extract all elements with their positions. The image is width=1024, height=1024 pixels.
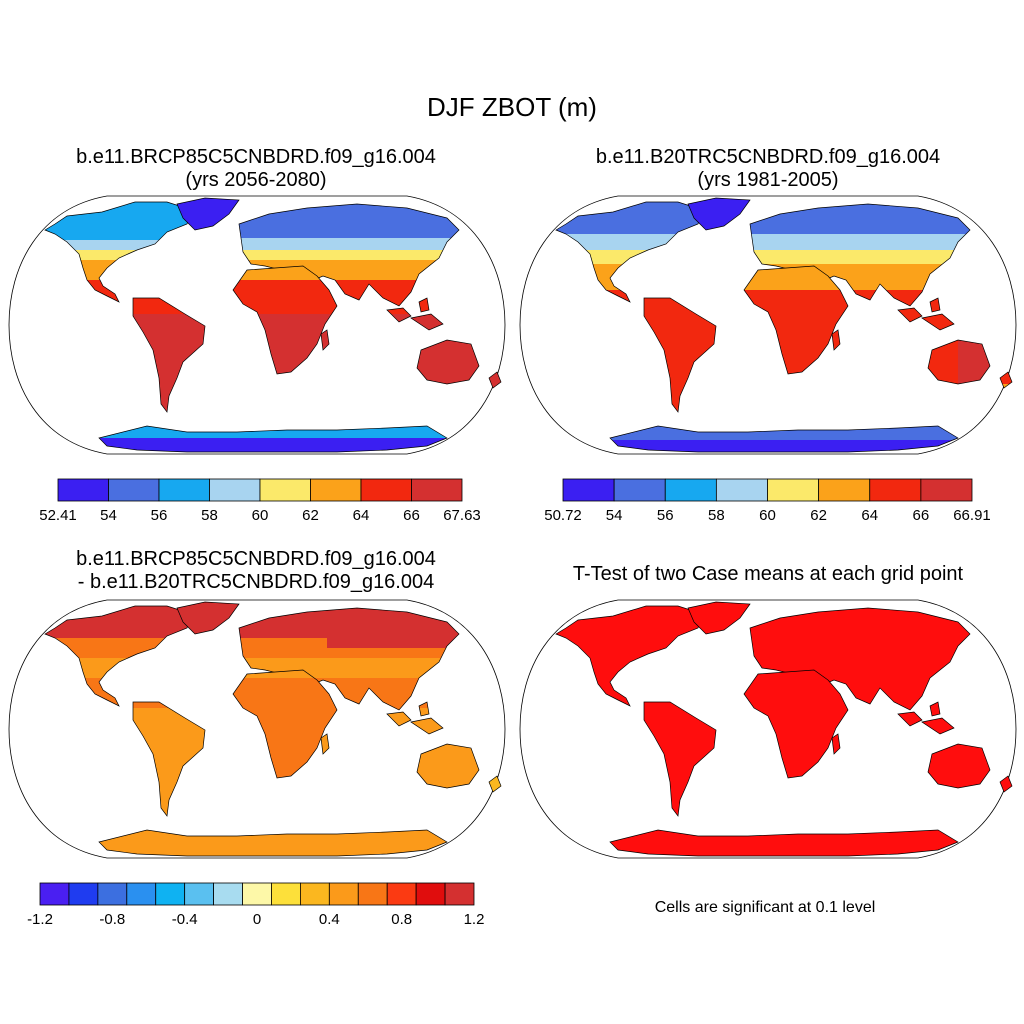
map-bottom-right bbox=[519, 599, 1017, 859]
colorbar-swatch bbox=[57, 478, 109, 502]
colorbar-label: 0.8 bbox=[391, 911, 412, 928]
colorbar-swatch bbox=[920, 478, 973, 502]
colorbar-swatch bbox=[715, 478, 768, 502]
significance-note: Cells are significant at 0.1 level bbox=[654, 899, 876, 916]
landmass-madagascar bbox=[321, 330, 329, 350]
panel-title-line1: b.e11.BRCP85C5CNBDRD.f09_g16.004 bbox=[76, 548, 436, 570]
map-top-right bbox=[519, 195, 1017, 455]
colorbar-swatch bbox=[444, 882, 475, 906]
colorbar-label: -1.2 bbox=[27, 911, 53, 928]
colorbar-swatch bbox=[664, 478, 717, 502]
colorbar-swatch bbox=[184, 882, 215, 906]
colorbar-swatch bbox=[328, 882, 359, 906]
colorbar-label: -0.4 bbox=[172, 911, 198, 928]
colorbar-swatch bbox=[97, 882, 128, 906]
colorbar-swatch bbox=[259, 478, 311, 502]
colorbar-swatch bbox=[126, 882, 157, 906]
colorbar-label: 52.41 bbox=[40, 507, 77, 524]
panel-title-line1: T-Test of two Case means at each grid po… bbox=[572, 563, 964, 585]
panel-title-line1: b.e11.BRCP85C5CNBDRD.f09_g16.004 bbox=[76, 146, 436, 168]
colorbar-swatch bbox=[213, 882, 243, 906]
colorbar-swatch bbox=[360, 478, 412, 502]
colorbar-swatch bbox=[767, 478, 820, 502]
colorbar-swatch bbox=[299, 882, 330, 906]
colorbar-label: 56 bbox=[151, 507, 168, 524]
panel-title-line2: (yrs 2056-2080) bbox=[185, 169, 327, 191]
panel-title-line2: (yrs 1981-2005) bbox=[697, 169, 839, 191]
colorbar-label: 66 bbox=[913, 507, 930, 524]
colorbar-swatch bbox=[357, 882, 388, 906]
colorbar-swatch bbox=[415, 882, 446, 906]
colorbar-swatch bbox=[242, 882, 272, 906]
map-top-left bbox=[8, 195, 506, 455]
colorbar-swatch bbox=[158, 478, 210, 502]
colorbar-swatch bbox=[386, 882, 417, 906]
colorbar-label: 0.4 bbox=[319, 911, 340, 928]
colorbar-label: 54 bbox=[100, 507, 117, 524]
colorbar-swatch bbox=[39, 882, 70, 906]
colorbar-swatch bbox=[411, 478, 463, 502]
colorbar-label: 66.91 bbox=[953, 507, 990, 524]
colorbar-label: 67.63 bbox=[443, 507, 480, 524]
colorbar-label: 1.2 bbox=[464, 911, 485, 928]
colorbar-label: 50.72 bbox=[545, 507, 582, 524]
colorbar-swatch bbox=[209, 478, 261, 502]
colorbar-swatch bbox=[562, 478, 615, 502]
colorbar-label: 56 bbox=[657, 507, 674, 524]
page-title: DJF ZBOT (m) bbox=[427, 92, 597, 122]
colorbar-top-right: 50.72 54 56 58 60 62 64 66 66.91 bbox=[545, 478, 990, 524]
colorbar-swatch bbox=[108, 478, 160, 502]
landmass-madagascar bbox=[321, 734, 329, 754]
colorbar-label: 60 bbox=[252, 507, 269, 524]
colorbar-swatch bbox=[155, 882, 186, 906]
colorbar-label: 62 bbox=[302, 507, 319, 524]
colorbar-swatch bbox=[869, 478, 922, 502]
colorbar-top-left: 52.41 54 56 58 60 62 64 66 67.63 bbox=[40, 478, 480, 524]
colorbar-label: 58 bbox=[201, 507, 218, 524]
colorbar-label: 58 bbox=[708, 507, 725, 524]
colorbar-label: 64 bbox=[861, 507, 878, 524]
colorbar-swatch bbox=[68, 882, 99, 906]
panel-title-top-right: b.e11.B20TRC5CNBDRD.f09_g16.004 (yrs 198… bbox=[528, 146, 1008, 192]
panel-title-bottom-right: T-Test of two Case means at each grid po… bbox=[518, 563, 1018, 586]
panel-title-line1: b.e11.B20TRC5CNBDRD.f09_g16.004 bbox=[595, 146, 941, 168]
landmass-madagascar bbox=[832, 734, 840, 754]
colorbar-swatch bbox=[818, 478, 871, 502]
colorbar-label: 62 bbox=[810, 507, 827, 524]
colorbar-swatch bbox=[310, 478, 362, 502]
colorbar-label: 64 bbox=[353, 507, 370, 524]
panel-title-top-left: b.e11.BRCP85C5CNBDRD.f09_g16.004 (yrs 20… bbox=[16, 146, 496, 192]
colorbar-label: 60 bbox=[759, 507, 776, 524]
colorbar-bottom-left: -1.2 -0.8 -0.4 0 0.4 0.8 1.2 bbox=[27, 882, 485, 928]
colorbar-swatch bbox=[271, 882, 301, 906]
map-bottom-left bbox=[8, 599, 506, 859]
panel-title-bottom-left: b.e11.BRCP85C5CNBDRD.f09_g16.004 - b.e11… bbox=[16, 548, 496, 594]
colorbar-label: 54 bbox=[606, 507, 623, 524]
colorbar-label: -0.8 bbox=[99, 911, 125, 928]
colorbar-swatch bbox=[613, 478, 666, 502]
colorbar-label: 66 bbox=[403, 507, 420, 524]
panel-title-line2: - b.e11.B20TRC5CNBDRD.f09_g16.004 bbox=[77, 571, 435, 593]
colorbar-label: 0 bbox=[253, 911, 261, 928]
landmass-madagascar bbox=[832, 330, 840, 350]
